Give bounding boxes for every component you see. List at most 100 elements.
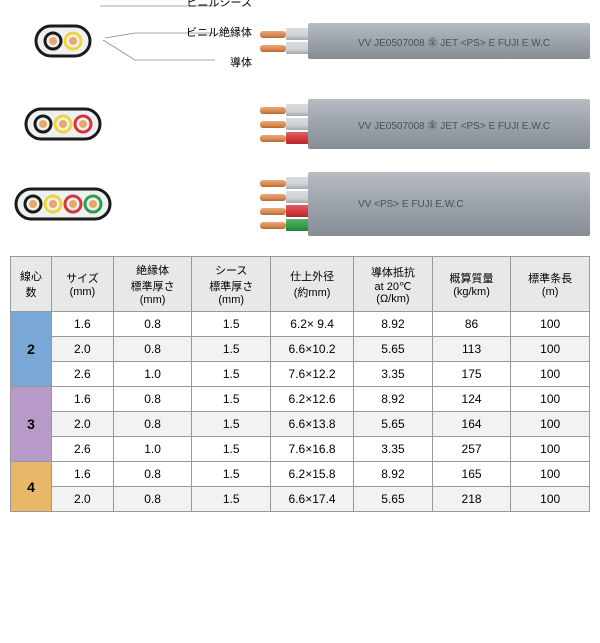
col-header: シース標準厚さ(mm) [192,257,271,312]
data-cell: 1.5 [192,337,271,362]
data-cell: 5.65 [354,487,433,512]
data-cell: 6.6×17.4 [271,487,354,512]
data-cell: 113 [432,337,511,362]
wire [260,42,310,54]
data-cell: 2.0 [52,487,114,512]
copper-tip [260,222,286,229]
col-header: サイズ(mm) [52,257,114,312]
data-cell: 8.92 [354,387,433,412]
wire [260,219,310,231]
data-cell: 1.5 [192,487,271,512]
label-insulation: ビニル絶縁体 [115,24,260,40]
wire-insulation [286,104,310,116]
data-cell: 7.6×16.8 [271,437,354,462]
table-row: 2.61.01.57.6×16.83.35257100 [11,437,590,462]
copper-tip [260,31,286,38]
data-cell: 165 [432,462,511,487]
col-header: 概算質量(kg/km) [432,257,511,312]
data-cell: 100 [511,487,590,512]
data-cell: 6.6×10.2 [271,337,354,362]
data-cell: 1.5 [192,387,271,412]
cable-diagram: ビニルシース ビニル絶縁体 導体 VV JE0507008 ㊎ JET <PS>… [10,10,590,232]
cross-section-icon [12,185,114,223]
data-cell: 5.65 [354,337,433,362]
wire-insulation [286,132,310,144]
wire-insulation [286,191,310,203]
data-cell: 2.6 [52,437,114,462]
data-cell: 6.2×12.6 [271,387,354,412]
wire [260,132,310,144]
table-row: 2.00.81.56.6×17.45.65218100 [11,487,590,512]
table-row: 2.61.01.57.6×12.23.35175100 [11,362,590,387]
wire [260,205,310,217]
data-cell: 100 [511,462,590,487]
data-cell: 257 [432,437,511,462]
copper-tip [260,121,286,128]
wire [260,177,310,189]
data-cell: 0.8 [113,337,192,362]
label-sheath: ビニルシース [115,0,260,10]
data-cell: 100 [511,337,590,362]
data-cell: 7.6×12.2 [271,362,354,387]
data-cell: 0.8 [113,487,192,512]
data-cell: 8.92 [354,312,433,337]
data-cell: 1.0 [113,437,192,462]
data-cell: 0.8 [113,412,192,437]
table-row: 31.60.81.56.2×12.68.92124100 [11,387,590,412]
data-cell: 175 [432,362,511,387]
data-cell: 1.0 [113,362,192,387]
data-cell: 0.8 [113,462,192,487]
data-cell: 1.6 [52,387,114,412]
copper-tip [260,107,286,114]
data-cell: 3.35 [354,437,433,462]
data-cell: 1.5 [192,412,271,437]
data-cell: 100 [511,362,590,387]
core-count-cell: 2 [11,312,52,387]
wire [260,118,310,130]
data-cell: 1.5 [192,437,271,462]
core-count-cell: 4 [11,462,52,512]
copper-tip [260,135,286,142]
data-cell: 2.0 [52,337,114,362]
spec-table: 線心数サイズ(mm)絶縁体標準厚さ(mm)シース標準厚さ(mm)仕上外径(約mm… [10,256,590,512]
table-row: 21.60.81.56.2× 9.48.9286100 [11,312,590,337]
sheath: VV JE0507008 ㊎ JET <PS> E FUJI E.W.C [308,99,590,149]
core-count-cell: 3 [11,387,52,462]
col-header: 線心数 [11,257,52,312]
wire [260,191,310,203]
copper-tip [260,194,286,201]
col-header: 導体抵抗at 20℃(Ω/km) [354,257,433,312]
data-cell: 218 [432,487,511,512]
data-cell: 0.8 [113,312,192,337]
data-cell: 1.5 [192,462,271,487]
cable-row-2: ビニルシース ビニル絶縁体 導体 VV JE0507008 ㊎ JET <PS>… [10,10,590,72]
data-cell: 1.6 [52,462,114,487]
table-row: 41.60.81.56.2×15.88.92165100 [11,462,590,487]
data-cell: 8.92 [354,462,433,487]
wire-insulation [286,205,310,217]
copper-tip [260,180,286,187]
data-cell: 2.0 [52,412,114,437]
sheath-print: VV JE0507008 ㊎ JET <PS> E FUJI E.W.C [358,117,550,132]
data-cell: 100 [511,312,590,337]
wire-insulation [286,177,310,189]
wire [260,104,310,116]
col-header: 標準条長(m) [511,257,590,312]
sheath: VV JE0507008 ㊎ JET <PS> E FUJI E.W.C [308,23,590,59]
copper-tip [260,208,286,215]
col-header: 仕上外径(約mm) [271,257,354,312]
data-cell: 1.6 [52,312,114,337]
data-cell: 0.8 [113,387,192,412]
col-header: 絶縁体標準厚さ(mm) [113,257,192,312]
data-cell: 1.5 [192,362,271,387]
data-cell: 6.2× 9.4 [271,312,354,337]
wire [260,28,310,40]
data-cell: 5.65 [354,412,433,437]
cable-row-4: VV <PS> E FUJI E.W.C [10,176,590,232]
label-conductor: 導体 [115,54,260,70]
table-row: 2.00.81.56.6×10.25.65113100 [11,337,590,362]
table-row: 2.00.81.56.6×13.85.65164100 [11,412,590,437]
data-cell: 86 [432,312,511,337]
sheath: VV <PS> E FUJI E.W.C [308,172,590,236]
sheath-print: VV JE0507008 ㊎ JET <PS> E FUJI E.W.C [358,34,550,49]
